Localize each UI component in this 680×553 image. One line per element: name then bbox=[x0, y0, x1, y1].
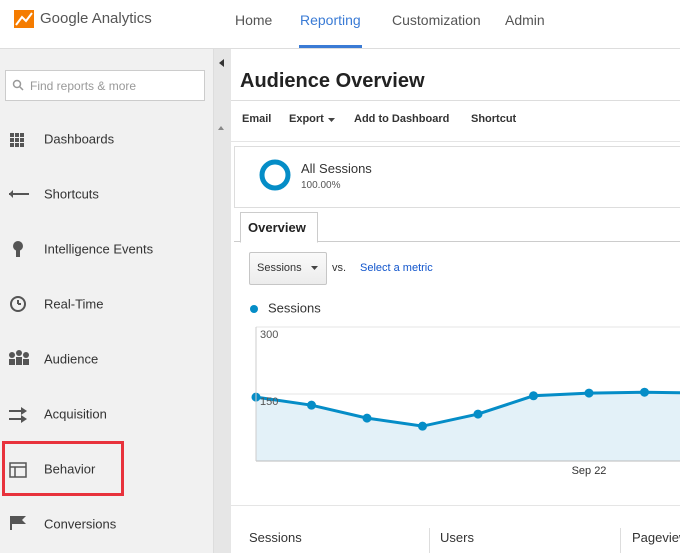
tab-label[interactable]: Overview bbox=[248, 220, 306, 235]
highlight-box bbox=[2, 441, 124, 496]
nav-item[interactable]: Home bbox=[235, 12, 273, 28]
segment-percent: 100.00% bbox=[301, 180, 341, 191]
sidebar-item[interactable]: Real-Time bbox=[44, 296, 104, 312]
plot-area bbox=[251, 326, 680, 461]
collapse-arrows[interactable] bbox=[214, 55, 230, 135]
sidebar-item[interactable]: Conversions bbox=[44, 516, 117, 532]
y-tick-label: 300 bbox=[260, 329, 278, 341]
search-icon bbox=[12, 79, 24, 91]
nav-item[interactable]: Reporting bbox=[300, 12, 361, 28]
segment-box bbox=[234, 146, 680, 208]
nav-underline bbox=[299, 45, 362, 48]
data-point bbox=[307, 400, 316, 410]
y-tick-label: 150 bbox=[260, 396, 278, 408]
tab-line bbox=[234, 241, 680, 242]
sidebar-item[interactable]: Audience bbox=[44, 351, 99, 367]
scorecard-title: Pageview bbox=[632, 530, 680, 545]
scorecard-title: Users bbox=[440, 530, 474, 545]
toolbar-button[interactable]: Shortcut bbox=[471, 113, 517, 125]
sidebar-icons bbox=[9, 133, 29, 530]
scroll-column bbox=[213, 49, 231, 553]
dropdown-caret bbox=[311, 266, 318, 270]
area bbox=[256, 392, 680, 461]
x-tick-label: Sep 22 bbox=[572, 465, 607, 477]
metric-dropdown-label[interactable]: Sessions bbox=[257, 262, 302, 274]
logo-text: Google Analytics bbox=[40, 10, 152, 27]
toolbar-button[interactable]: Add to Dashboard bbox=[354, 113, 450, 125]
legend-label: Sessions bbox=[268, 300, 321, 315]
data-point bbox=[473, 409, 483, 419]
scorecard-separator bbox=[429, 528, 430, 553]
data-point bbox=[529, 391, 538, 401]
scorecard-title: Sessions bbox=[249, 530, 302, 545]
select-metric-link[interactable]: Select a metric bbox=[360, 262, 433, 274]
vs-label: vs. bbox=[332, 262, 347, 274]
sidebar-item[interactable]: Behavior bbox=[44, 461, 96, 477]
search-placeholder: Find reports & more bbox=[30, 79, 137, 93]
data-point bbox=[418, 421, 427, 431]
scorecard-separator bbox=[620, 528, 621, 553]
tab[interactable] bbox=[240, 212, 318, 243]
nav-item[interactable]: Customization bbox=[392, 12, 481, 28]
sidebar bbox=[0, 49, 213, 553]
header bbox=[0, 0, 680, 49]
segment-name[interactable]: All Sessions bbox=[301, 161, 372, 176]
data-point bbox=[584, 388, 594, 398]
segment-donut bbox=[259, 159, 291, 191]
sidebar-item[interactable]: Intelligence Events bbox=[44, 241, 154, 257]
sidebar-item[interactable]: Acquisition bbox=[44, 406, 107, 422]
sidebar-item[interactable]: Shortcuts bbox=[44, 186, 99, 202]
sidebar-item[interactable]: Dashboards bbox=[44, 131, 115, 147]
legend-marker bbox=[250, 305, 258, 313]
data-point bbox=[640, 387, 649, 397]
toolbar-button[interactable]: Export bbox=[289, 113, 324, 125]
dropdown-caret bbox=[328, 118, 335, 122]
search-box[interactable] bbox=[5, 70, 205, 101]
logo-icon bbox=[14, 10, 34, 28]
toolbar-button[interactable]: Email bbox=[242, 113, 272, 125]
toolbar bbox=[231, 100, 680, 142]
data-point bbox=[362, 413, 372, 423]
scorecard-divider bbox=[231, 505, 680, 506]
page-title: Audience Overview bbox=[240, 70, 425, 92]
nav-item[interactable]: Admin bbox=[505, 12, 545, 28]
